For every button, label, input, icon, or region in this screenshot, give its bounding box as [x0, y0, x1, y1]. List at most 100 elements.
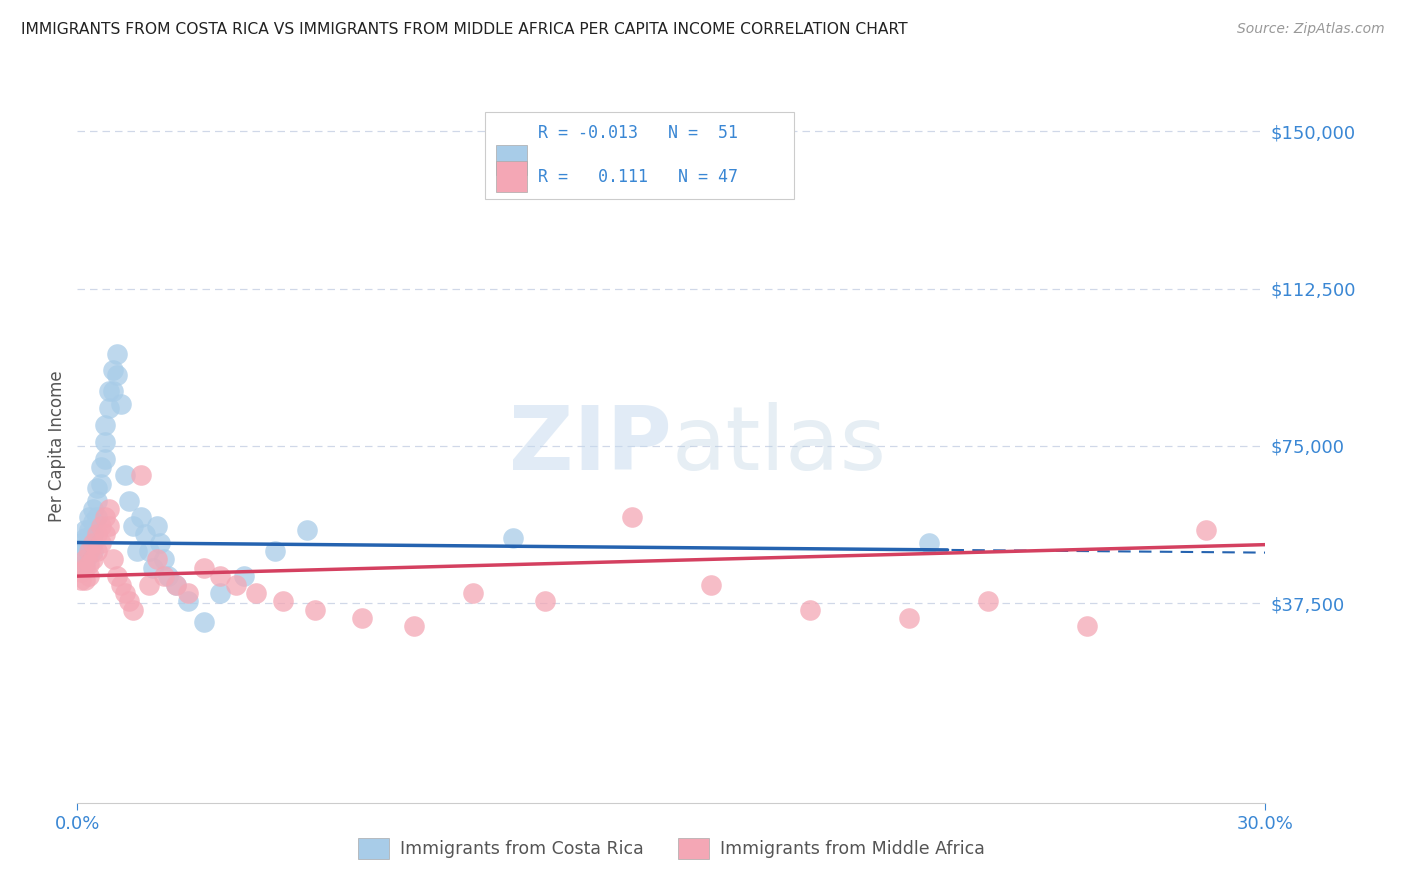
Point	[134, 527, 156, 541]
Point	[101, 384, 124, 399]
Point	[86, 510, 108, 524]
Point	[90, 535, 112, 549]
Point	[70, 565, 93, 579]
Point	[94, 417, 117, 432]
Point	[101, 552, 124, 566]
Text: ZIP: ZIP	[509, 402, 672, 490]
Point	[82, 515, 104, 529]
Point	[75, 540, 97, 554]
Point	[75, 552, 97, 566]
Point	[149, 535, 172, 549]
Point	[145, 518, 167, 533]
Point	[138, 544, 160, 558]
Point	[700, 577, 723, 591]
Point	[101, 363, 124, 377]
Point	[799, 603, 821, 617]
Point	[98, 401, 121, 416]
Point	[153, 552, 176, 566]
Point	[118, 493, 141, 508]
Point	[208, 586, 231, 600]
Point	[129, 510, 152, 524]
Point	[402, 619, 425, 633]
Point	[977, 594, 1000, 608]
Point	[75, 574, 97, 588]
Point	[94, 434, 117, 449]
Point	[129, 468, 152, 483]
Point	[142, 560, 165, 574]
Point	[193, 560, 215, 574]
Point	[77, 523, 100, 537]
Point	[114, 468, 136, 483]
Point	[304, 603, 326, 617]
Point	[82, 502, 104, 516]
Point	[165, 577, 187, 591]
Point	[352, 611, 374, 625]
Point	[463, 586, 485, 600]
Point	[75, 557, 97, 571]
Point	[232, 569, 254, 583]
Point	[77, 548, 100, 562]
Point	[75, 560, 97, 574]
Point	[77, 569, 100, 583]
Point	[94, 451, 117, 466]
Point	[105, 346, 128, 360]
Point	[90, 518, 112, 533]
Point	[77, 557, 100, 571]
Text: Source: ZipAtlas.com: Source: ZipAtlas.com	[1237, 22, 1385, 37]
Point	[70, 552, 93, 566]
Point	[295, 523, 318, 537]
Point	[114, 586, 136, 600]
Point	[86, 527, 108, 541]
Point	[1076, 619, 1098, 633]
Point	[77, 510, 100, 524]
Point	[77, 544, 100, 558]
Point	[98, 518, 121, 533]
Point	[98, 384, 121, 399]
Point	[75, 532, 97, 546]
Point	[121, 603, 143, 617]
Point	[105, 569, 128, 583]
Point	[82, 552, 104, 566]
Point	[121, 518, 143, 533]
Point	[165, 577, 187, 591]
Point	[70, 544, 93, 558]
Text: atlas: atlas	[672, 402, 887, 490]
Point	[271, 594, 294, 608]
Point	[86, 493, 108, 508]
Point	[118, 594, 141, 608]
Point	[77, 535, 100, 549]
Point	[70, 574, 93, 588]
Point	[90, 460, 112, 475]
Text: R = -0.013   N =  51: R = -0.013 N = 51	[538, 124, 738, 143]
Point	[533, 594, 555, 608]
Point	[138, 577, 160, 591]
Point	[918, 535, 941, 549]
Point	[86, 544, 108, 558]
Point	[208, 569, 231, 583]
Point	[502, 532, 524, 546]
Point	[264, 544, 287, 558]
Point	[98, 502, 121, 516]
Point	[94, 527, 117, 541]
Point	[70, 535, 93, 549]
Point	[94, 510, 117, 524]
Point	[177, 586, 200, 600]
Point	[110, 577, 132, 591]
Legend: Immigrants from Costa Rica, Immigrants from Middle Africa: Immigrants from Costa Rica, Immigrants f…	[352, 831, 991, 865]
Point	[82, 535, 104, 549]
Point	[75, 523, 97, 537]
Point	[898, 611, 921, 625]
Point	[157, 569, 180, 583]
Point	[620, 510, 643, 524]
Text: IMMIGRANTS FROM COSTA RICA VS IMMIGRANTS FROM MIDDLE AFRICA PER CAPITA INCOME CO: IMMIGRANTS FROM COSTA RICA VS IMMIGRANTS…	[21, 22, 908, 37]
Point	[82, 527, 104, 541]
Point	[105, 368, 128, 382]
Y-axis label: Per Capita Income: Per Capita Income	[48, 370, 66, 522]
Point	[125, 544, 148, 558]
Point	[145, 552, 167, 566]
Point	[177, 594, 200, 608]
Point	[1195, 523, 1218, 537]
Point	[193, 615, 215, 630]
Text: R =   0.111   N = 47: R = 0.111 N = 47	[538, 168, 738, 186]
Point	[110, 397, 132, 411]
